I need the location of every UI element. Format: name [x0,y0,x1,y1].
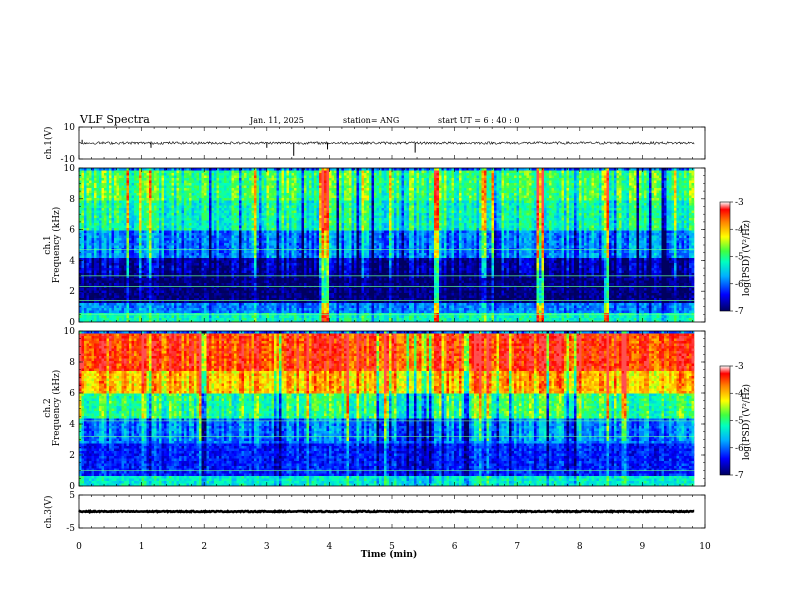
figure-title: VLF Spectra [79,113,150,126]
x-tick-label: 6 [452,542,458,552]
y-tick-label: 10 [64,123,76,133]
x-tick-label: 3 [264,542,270,552]
colorbar-tick-label: -4 [735,225,744,235]
ch1-waveform-panel [78,139,695,156]
colorbar-tick-label: -7 [735,471,744,481]
colorbar-tick-label: -3 [735,198,744,208]
y-tick-label: 0 [69,482,75,492]
x-tick-label: 9 [640,542,646,552]
y-tick-label: 8 [69,195,75,205]
ch2-spec-ylabel: Frequency (kHz) [51,370,62,447]
x-tick-label: 2 [201,542,207,552]
y-tick-label: -10 [61,155,76,165]
colorbar-tick-label: -4 [735,389,744,399]
colorbar-tick-label: -6 [735,280,744,290]
x-tick-label: 0 [76,542,82,552]
y-tick-label: 10 [64,164,76,174]
colorbar-tick-label: -6 [735,444,744,454]
ch1-spec-ylabel: Frequency (kHz) [51,207,62,284]
y-tick-label: 2 [69,451,75,461]
ch1-waveform-ylabel: ch.1(V) [43,127,54,160]
x-tick-label: 8 [577,542,583,552]
ch3-waveform-panel [78,509,695,514]
colorbar-ticks: -3 -4 -5 -6 -7 -3 -4 -5 -6 -7 [730,198,744,481]
start-ut-label: start UT = 6 : 40 : 0 [438,116,519,125]
ch2-spectrogram-panel [79,331,705,486]
y-tick-label: 5 [69,491,75,501]
x-axis-label: Time (min) [361,549,418,560]
x-tick-label: 10 [699,542,711,552]
y-tick-label: 6 [69,226,75,236]
ch2-colorbar-label: log(PSD) (V²/Hz) [741,384,752,460]
x-tick-label: 5 [389,542,395,552]
y-tick-label: 2 [69,287,75,297]
y-tick-label: 0 [69,318,75,328]
y-tick-label: 4 [69,420,75,430]
station-label: station= ANG [343,116,399,125]
y-tick-label: 8 [69,358,75,368]
waveform-trace [78,509,695,514]
x-tick-label: 4 [327,542,333,552]
ch2-colorbar [719,365,731,476]
ch2-spec-ylabel-top: ch.2 [43,398,53,417]
y-tick-label: 4 [69,256,75,266]
y-tick-label: -5 [66,524,75,534]
colorbar-tick-label: -5 [735,253,744,263]
ch1-colorbar-label: log(PSD) (V²/Hz) [741,220,752,296]
waveform-trace [78,140,695,146]
date-label: Jan. 11, 2025 [249,116,304,125]
ch1-spectrogram-panel [79,168,705,322]
y-tick-label: 6 [69,389,75,399]
ch1-spec-ylabel-top: ch.1 [43,235,53,254]
y-tick-label: 10 [64,327,76,337]
ch1-colorbar [719,201,731,312]
colorbar-tick-label: -3 [735,362,744,372]
x-tick-label: 7 [514,542,520,552]
colorbar-tick-label: -7 [735,307,744,317]
x-tick-label: 1 [139,542,145,552]
ch3-waveform-ylabel: ch.3(V) [43,496,54,529]
colorbar-tick-label: -5 [735,417,744,427]
